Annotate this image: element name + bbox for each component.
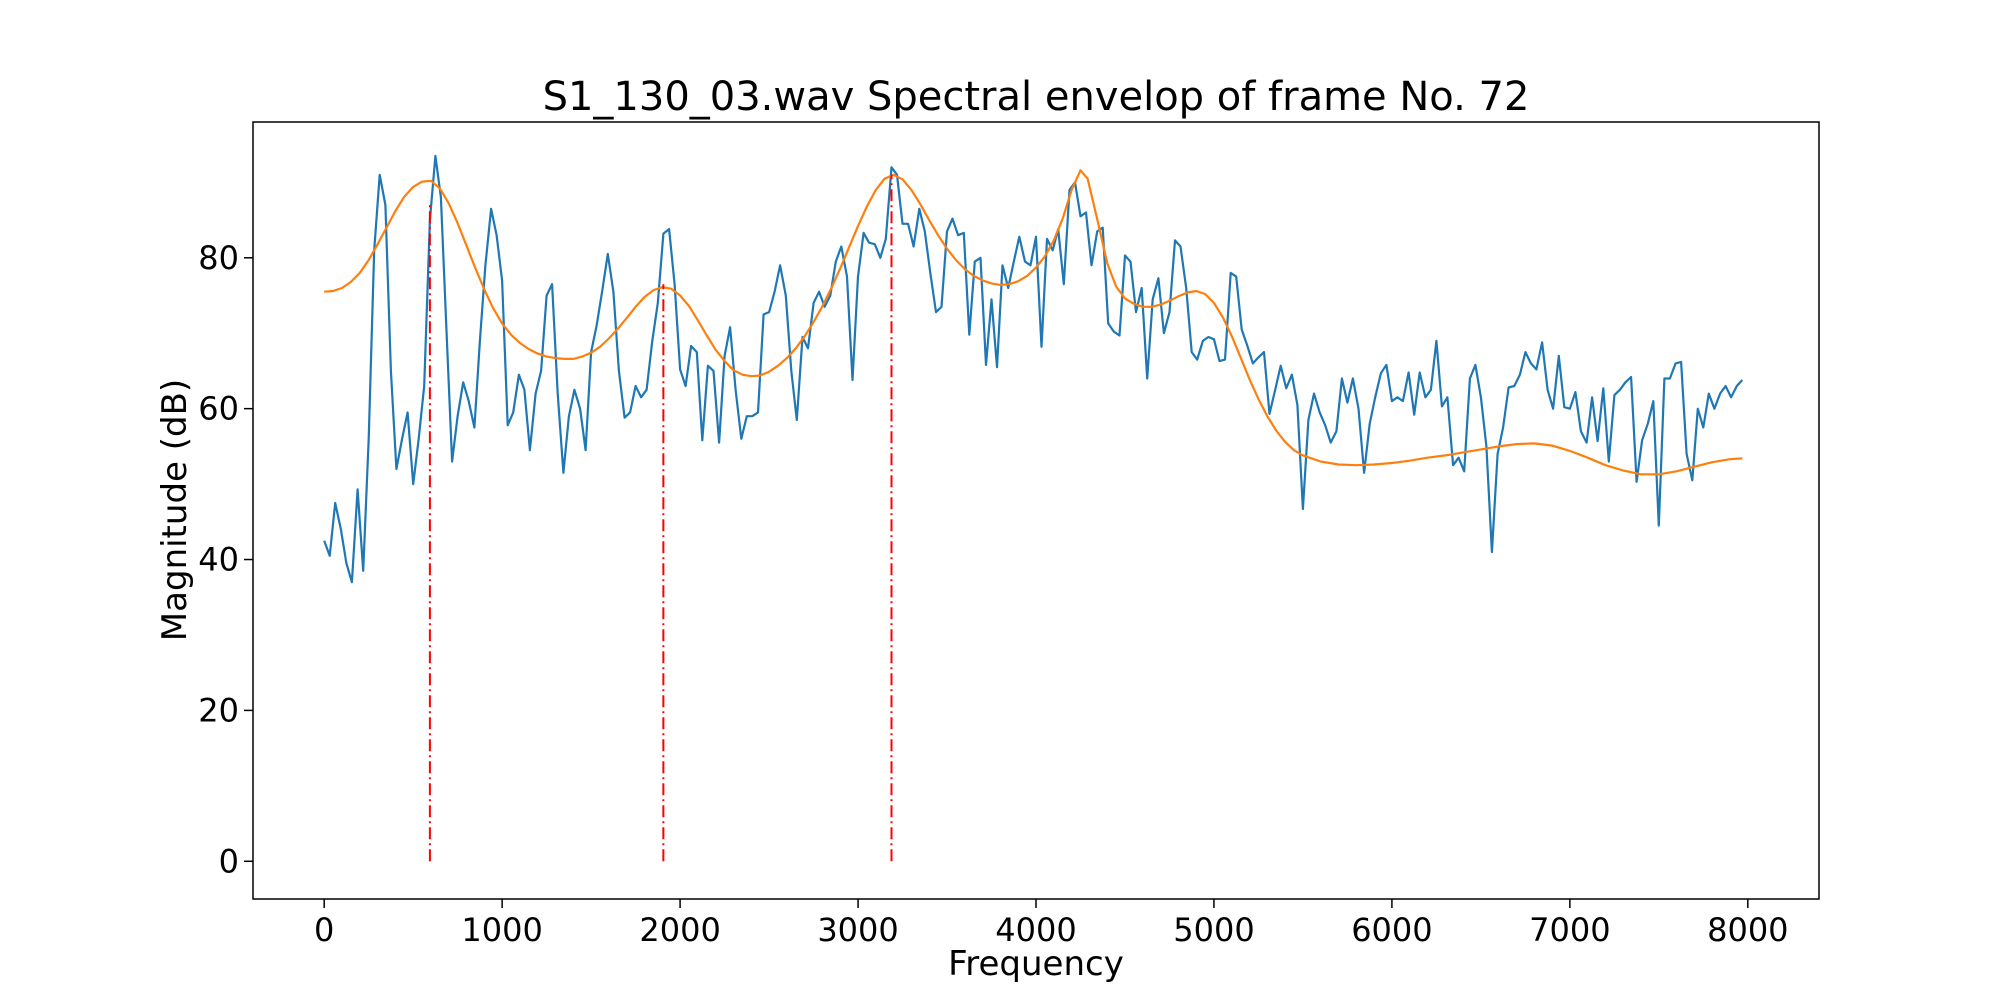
x-tick-label: 6000 [1351,911,1432,949]
spectrum-line [323,154,1744,584]
chart-title: S1_130_03.wav Spectral envelop of frame … [543,74,1530,120]
x-tick-label: 3000 [817,911,898,949]
x-tick-label: 7000 [1529,911,1610,949]
y-axis-label: Magnitude (dB) [155,379,195,641]
y-tick-label: 40 [198,541,239,579]
x-axis-label: Frequency [948,944,1124,984]
x-tick-label: 8000 [1707,911,1788,949]
x-tick-label: 0 [314,911,334,949]
x-tick-label: 4000 [995,911,1076,949]
plot-area [323,154,1744,862]
y-axis: 0 20 40 60 80 [198,239,253,880]
y-tick-label: 60 [198,390,239,428]
x-axis: 0 1000 2000 3000 4000 5000 6000 7000 8000 [314,899,1789,949]
y-tick-label: 0 [219,842,239,880]
y-tick-label: 20 [198,691,239,729]
y-tick-label: 80 [198,239,239,277]
x-tick-label: 5000 [1173,911,1254,949]
x-tick-label: 2000 [639,911,720,949]
envelope-line [324,169,1743,476]
x-tick-label: 1000 [461,911,542,949]
